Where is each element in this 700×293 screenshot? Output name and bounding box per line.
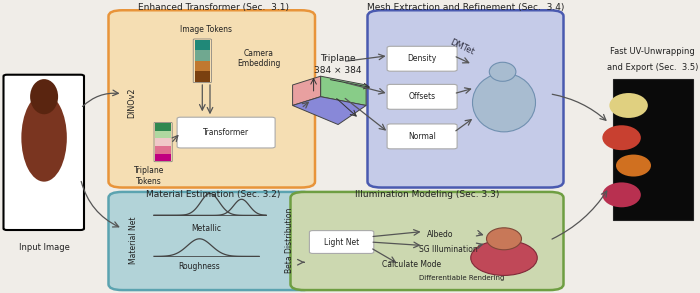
Bar (155, 138, 171, 146)
Text: Illumination Modeling (Sec. 3.3): Illumination Modeling (Sec. 3.3) (355, 190, 499, 199)
FancyBboxPatch shape (387, 84, 457, 109)
Ellipse shape (602, 125, 641, 150)
Text: DINOv2: DINOv2 (127, 87, 136, 118)
FancyBboxPatch shape (387, 46, 457, 71)
Text: Input Image: Input Image (19, 243, 69, 252)
Ellipse shape (473, 73, 536, 132)
Text: Offsets: Offsets (409, 92, 435, 101)
FancyBboxPatch shape (4, 75, 84, 230)
Text: DMTet: DMTet (449, 37, 475, 57)
Text: SG Illumination: SG Illumination (419, 245, 477, 253)
FancyBboxPatch shape (108, 192, 315, 290)
Bar (195, 50, 210, 61)
Text: Normal: Normal (408, 132, 436, 141)
Text: Material Estimation (Sec. 3.2): Material Estimation (Sec. 3.2) (146, 190, 281, 199)
FancyBboxPatch shape (368, 10, 564, 188)
FancyBboxPatch shape (387, 124, 457, 149)
Text: Material Net: Material Net (129, 217, 137, 264)
Ellipse shape (486, 228, 522, 250)
FancyBboxPatch shape (108, 10, 315, 188)
Text: Roughness: Roughness (178, 262, 220, 271)
Ellipse shape (30, 79, 58, 114)
Bar (195, 40, 210, 50)
Text: Calculate Mode: Calculate Mode (382, 260, 440, 269)
Polygon shape (293, 76, 321, 105)
FancyBboxPatch shape (177, 117, 275, 148)
Ellipse shape (470, 240, 538, 275)
Text: Triplane: Triplane (321, 54, 356, 63)
FancyBboxPatch shape (290, 192, 564, 290)
Ellipse shape (602, 182, 641, 207)
Text: Fast UV-Unwrapping: Fast UV-Unwrapping (610, 47, 695, 56)
Text: Camera
Embedding: Camera Embedding (237, 49, 281, 68)
Bar (155, 154, 171, 161)
Text: Mesh Extraction and Refinement (Sec.  3.4): Mesh Extraction and Refinement (Sec. 3.4… (367, 3, 564, 12)
FancyBboxPatch shape (309, 231, 374, 253)
Text: Density: Density (407, 54, 437, 63)
Bar (195, 71, 210, 82)
Bar (155, 146, 171, 154)
Polygon shape (321, 76, 366, 105)
Ellipse shape (22, 94, 66, 182)
Text: Image Tokens: Image Tokens (181, 25, 232, 34)
Ellipse shape (609, 93, 648, 118)
Bar (195, 61, 210, 71)
Text: Triplane
Tokens: Triplane Tokens (134, 166, 164, 185)
Text: Transformer: Transformer (203, 128, 249, 137)
Text: Enhanced Transformer (Sec.  3.1): Enhanced Transformer (Sec. 3.1) (138, 3, 289, 12)
Text: Light Net: Light Net (324, 238, 359, 246)
Text: and Export (Sec.  3.5): and Export (Sec. 3.5) (607, 63, 699, 72)
Bar (612, 79, 693, 220)
Ellipse shape (489, 62, 516, 81)
Bar (155, 131, 171, 138)
Polygon shape (293, 97, 366, 125)
Ellipse shape (616, 155, 651, 176)
Text: Beta Distribution: Beta Distribution (285, 207, 293, 273)
Bar (155, 123, 171, 131)
Text: 384 × 384: 384 × 384 (314, 66, 362, 75)
Text: Metallic: Metallic (192, 224, 221, 233)
Text: Albedo: Albedo (427, 230, 454, 239)
Text: Differentiable Rendering: Differentiable Rendering (419, 275, 505, 281)
